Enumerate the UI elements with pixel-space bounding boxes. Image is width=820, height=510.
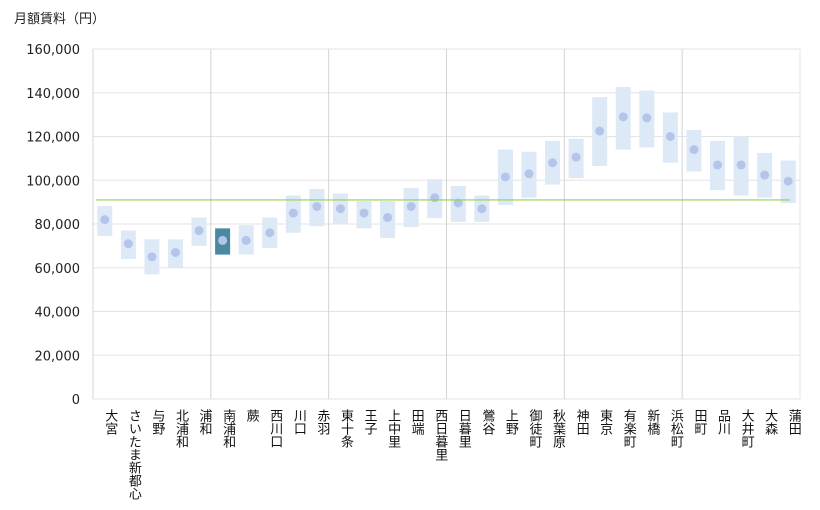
data-point	[571, 152, 581, 162]
x-tick-label: 鶯谷	[479, 409, 495, 435]
x-tick-label: 浦和	[197, 409, 213, 435]
data-point	[760, 170, 770, 180]
x-tick-label: 有楽町	[621, 409, 637, 448]
data-point	[736, 160, 746, 170]
x-tick-label: 王子	[362, 409, 378, 435]
x-tick-label: 南浦和	[220, 408, 236, 448]
data-point	[170, 247, 180, 257]
x-tick-label: 西川口	[267, 409, 283, 448]
x-tick-label: 大井町	[739, 409, 755, 448]
data-point	[689, 145, 699, 155]
x-tick-label: 与野	[149, 409, 165, 435]
x-tick-label: 日暮里	[456, 409, 472, 448]
x-tick-label: 蒲田	[786, 409, 802, 435]
y-tick-label: 120,000	[26, 131, 80, 146]
data-point	[548, 158, 558, 168]
data-point	[783, 176, 793, 186]
data-point	[335, 204, 345, 214]
data-point	[618, 112, 628, 122]
x-tick-label: 蕨	[244, 409, 260, 422]
data-point	[312, 202, 322, 211]
data-point	[453, 198, 463, 208]
x-tick-label: 田町	[691, 409, 707, 435]
x-tick-label: 上中里	[385, 409, 401, 448]
data-point	[359, 208, 369, 218]
data-point	[288, 208, 298, 218]
x-tick-label: 上野	[503, 409, 518, 435]
data-point	[524, 169, 534, 179]
x-tick-label: 大森	[762, 409, 778, 435]
data-point	[147, 252, 157, 262]
data-point	[642, 113, 652, 123]
data-point	[500, 172, 510, 182]
x-tick-label: 御徒町	[526, 409, 542, 448]
x-tick-label: 品川	[715, 409, 731, 435]
data-point	[477, 204, 487, 214]
x-tick-label: 大宮	[102, 409, 118, 435]
data-point	[406, 202, 416, 211]
x-tick-label: 西日暮里	[432, 409, 448, 461]
data-point	[713, 160, 723, 170]
data-point	[665, 132, 675, 141]
x-tick-label: 神田	[574, 409, 590, 435]
data-point	[100, 215, 110, 225]
x-tick-label: 東京	[597, 408, 613, 435]
data-point	[194, 226, 204, 236]
x-tick-label: 川口	[291, 409, 307, 435]
x-tick-label: 秋葉原	[550, 409, 566, 448]
y-tick-label: 20,000	[35, 349, 81, 364]
x-tick-label: 新橋	[644, 408, 660, 436]
y-tick-label: 140,000	[26, 87, 80, 102]
y-tick-label: 60,000	[35, 262, 81, 277]
y-tick-label: 80,000	[35, 218, 81, 233]
data-point	[430, 193, 440, 203]
y-tick-label: 160,000	[26, 43, 80, 58]
y-tick-label: 40,000	[35, 306, 81, 321]
x-tick-label: 赤羽	[314, 409, 330, 435]
x-tick-label: 田端	[409, 409, 425, 435]
y-tick-label: 100,000	[26, 174, 80, 189]
chart-title: 月額賃料（円）	[14, 12, 106, 27]
x-tick-label: 東十条	[338, 408, 354, 448]
x-tick-label: さいたま新都心	[126, 409, 142, 500]
data-point	[383, 212, 393, 222]
data-point	[265, 228, 275, 238]
data-point	[241, 235, 251, 245]
data-point	[123, 239, 133, 249]
data-point	[218, 235, 228, 245]
x-tick-label: 北浦和	[173, 409, 189, 448]
y-tick-label: 0	[72, 393, 80, 408]
data-point	[595, 126, 605, 136]
x-tick-label: 浜松町	[668, 409, 684, 448]
